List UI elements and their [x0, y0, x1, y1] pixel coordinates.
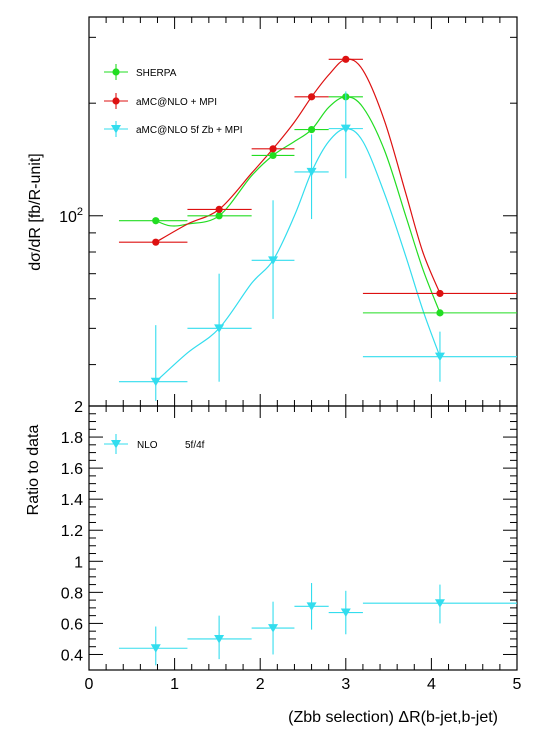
- legend-entry: aMC@NLO 5f Zb + MPI: [104, 121, 243, 137]
- bottom-y-tick-label: 1.2: [61, 523, 83, 540]
- point-marker: [214, 324, 225, 333]
- legend-marker: [112, 68, 120, 76]
- x-tick-label: 5: [513, 676, 522, 693]
- legend-label: aMC@NLO 5f Zb + MPI: [136, 125, 243, 136]
- x-axis-title: (Zbb selection) ΔR(b-jet,b-jet): [288, 709, 498, 726]
- ratio-point: [251, 601, 295, 655]
- point-marker: [268, 624, 279, 633]
- ratio-point: [328, 590, 363, 635]
- point-marker: [152, 238, 160, 246]
- legend-entry: SHERPA: [104, 64, 177, 80]
- x-tick-label: 2: [256, 676, 265, 693]
- data-point: [187, 273, 252, 382]
- ratio-point: [362, 584, 517, 624]
- x-tick-label: 0: [85, 676, 94, 693]
- data-point: [118, 238, 188, 246]
- top-y-tick-label: 102: [59, 206, 83, 226]
- point-marker: [436, 309, 444, 317]
- data-point: [118, 325, 188, 401]
- data-point: [328, 91, 363, 179]
- point-marker: [268, 256, 279, 265]
- data-point: [118, 217, 188, 225]
- point-marker: [436, 289, 444, 298]
- point-marker: [340, 124, 351, 134]
- bottom-y-tick-label: 1.6: [61, 461, 83, 478]
- point-marker: [434, 599, 445, 608]
- point-marker: [307, 125, 316, 134]
- x-tick-label: 1: [170, 676, 179, 693]
- legend-label: SHERPA: [136, 68, 177, 79]
- bottom-y-axis-title: Ratio to data: [25, 425, 42, 516]
- point-marker: [306, 167, 317, 177]
- point-marker: [307, 93, 316, 101]
- legend-entry: aMC@NLO + MPI: [104, 93, 217, 109]
- point-marker: [434, 352, 445, 362]
- point-marker: [306, 602, 317, 611]
- top-legend: SHERPA aMC@NLO + MPI aMC@NLO 5f Zb + MPI: [104, 64, 243, 137]
- top-y-axis-title: dσ/dR [fb/R-unit]: [27, 153, 44, 270]
- bottom-y-tick-label: 0.8: [61, 585, 83, 602]
- point-marker: [215, 212, 223, 220]
- bottom-y-tick-label: 0.4: [61, 647, 83, 664]
- series-curve-1: [155, 58, 441, 294]
- x-tick-label: 3: [341, 676, 350, 693]
- point-marker: [152, 217, 160, 225]
- point-marker: [150, 644, 161, 653]
- data-point: [362, 289, 517, 298]
- ratio-point: [294, 583, 329, 630]
- point-marker: [340, 608, 351, 618]
- ratio-point: [187, 615, 252, 660]
- top-panel: 102 SHERPA aMC@NLO + MPI aMC@NLO 5f Zb + M…: [27, 16, 518, 407]
- data-point: [294, 93, 329, 101]
- data-point: [187, 212, 252, 220]
- bottom-legend: NLO 5f/4f: [104, 434, 205, 454]
- point-marker: [150, 377, 161, 387]
- bottom-y-tick-label: 0.6: [61, 616, 83, 633]
- bottom-y-tick-label: 1.8: [61, 430, 83, 447]
- data-point: [294, 134, 329, 220]
- bottom-y-tick-label: 1: [74, 554, 83, 571]
- bottom-y-tick-label: 2: [74, 399, 83, 416]
- data-point: [251, 151, 295, 160]
- data-point: [362, 309, 517, 317]
- legend-label: NLO: [137, 440, 158, 451]
- legend-label: aMC@NLO + MPI: [136, 97, 217, 108]
- x-tick-label: 4: [427, 676, 436, 693]
- bottom-panel: 0.4 0.6 0.8 1 1.2 1.4 1.6 1.8 2 0 1 2 3 4 5 NLO 5f/4f R…: [25, 399, 522, 726]
- point-marker: [269, 151, 277, 160]
- point-marker: [215, 205, 223, 214]
- bottom-points: [118, 583, 517, 666]
- series-curve-2: [155, 127, 441, 383]
- point-marker: [269, 145, 277, 153]
- data-point: [294, 125, 329, 134]
- point-marker: [214, 634, 225, 644]
- legend-marker: [112, 97, 120, 105]
- legend-marker: [111, 440, 121, 449]
- bottom-axis-ticks: 0.4 0.6 0.8 1 1.2 1.4 1.6 1.8 2 0 1 2 3 4 5: [61, 399, 522, 693]
- ratio-point: [118, 626, 188, 666]
- data-point: [251, 145, 295, 153]
- top-points: [118, 55, 517, 401]
- top-axis-ticks: 102: [59, 17, 518, 406]
- data-point: [328, 55, 363, 63]
- data-point: [362, 331, 517, 382]
- point-marker: [342, 55, 350, 63]
- legend-extra-label: 5f/4f: [185, 440, 205, 451]
- data-point: [187, 205, 252, 214]
- data-point: [251, 200, 295, 319]
- bottom-y-tick-label: 1.4: [61, 492, 83, 509]
- legend-marker: [111, 125, 121, 134]
